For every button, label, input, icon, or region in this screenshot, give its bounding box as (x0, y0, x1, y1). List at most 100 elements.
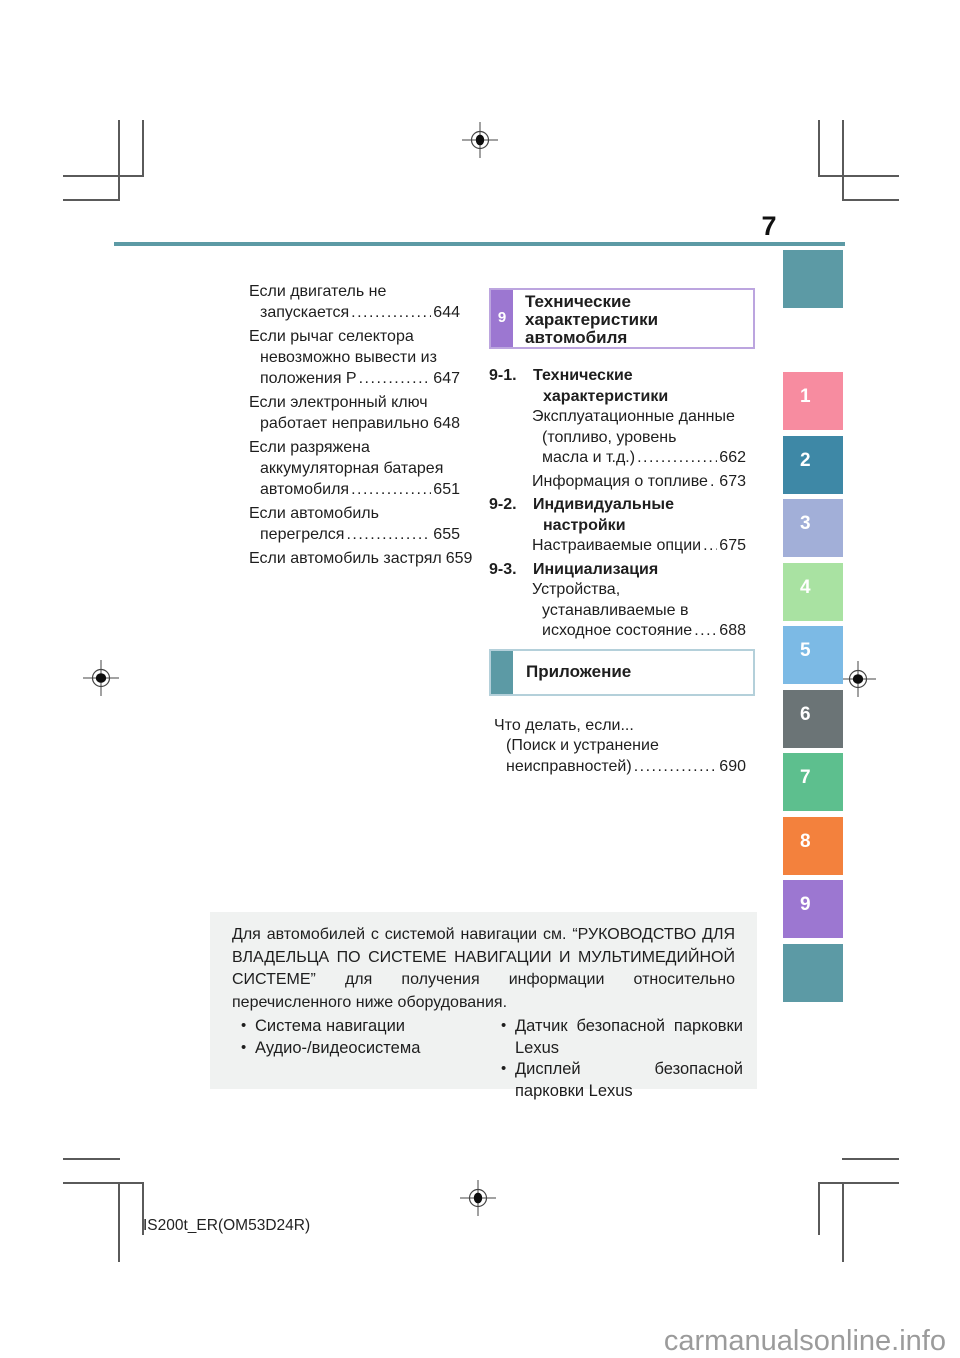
appendix-tab (491, 650, 513, 694)
section-items: Настраиваемые опции.....................… (532, 536, 746, 557)
toc-line: (Поиск и устранение (506, 737, 659, 754)
notice-bullet-line: Датчик безопасной парковки (515, 1017, 743, 1035)
page-reference: 648 (433, 415, 460, 432)
toc-right-column: 9 Технические характеристики автомобиля 9-… (489, 288, 755, 780)
toc-entry: Если двигатель не запускается............… (249, 281, 460, 323)
section-title: Инициализация (533, 560, 658, 581)
notice-bullet-line: Аудио-/видеосистема (255, 1038, 421, 1057)
notice-bullet-columns: Система навигации Аудио-/видеосистема Дат… (232, 1016, 743, 1102)
toc-entry-text: работает неправильно (260, 415, 429, 432)
toc-line: (топливо, уровень (542, 428, 677, 446)
notice-paragraph-line: СИСТЕМЕ” для получения информации относи… (232, 971, 735, 988)
crop-mark (118, 1182, 120, 1262)
crop-mark (142, 120, 144, 177)
toc-line: Если разряжена (249, 439, 370, 456)
chapter-title-line: Технические (525, 292, 631, 311)
page-reference: 651 (433, 481, 460, 498)
toc-line: аккумуляторная батарея (260, 460, 444, 477)
section-number: 9-3. (489, 560, 517, 578)
chapter-tab-9: 9 (783, 880, 843, 938)
section-title-line: настройки (543, 516, 626, 534)
section-title: Технические характеристики (533, 366, 668, 407)
toc-line: масла и т.д.)...........................… (532, 448, 746, 469)
crop-mark (63, 1182, 144, 1184)
toc-entry: Если автомобиль застрял.................… (249, 548, 472, 569)
toc-entry: Если электронный ключ работает неправильн… (249, 392, 460, 434)
toc-line: запускается.............................… (249, 302, 460, 323)
header-rule (114, 242, 845, 246)
toc-line: исходное состояние......................… (532, 621, 746, 642)
navigation-notice-box: Для автомобилей с системой навигации см.… (210, 912, 757, 1100)
chapter-tab-label: 6 (800, 704, 811, 725)
crop-mark (118, 120, 120, 201)
section-title: Индивидуальные настройки (533, 495, 674, 536)
toc-entry-text: неисправностей) (506, 757, 632, 775)
appendix-title: Приложение (526, 661, 632, 681)
document-code: IS200t_ER(OM53D24R) (143, 1217, 311, 1234)
watermark: carmanualsonline.info (663, 1325, 946, 1357)
crop-mark (63, 199, 120, 201)
toc-entry-text: исходное состояние (542, 622, 693, 639)
toc-line: работает неправильно....................… (249, 413, 460, 434)
section-heading: 9-3. Инициализация (489, 560, 755, 581)
section-title-line: характеристики (543, 387, 669, 405)
toc-line: Если автомобиль (249, 505, 379, 522)
registration-mark-icon (462, 122, 498, 158)
section-title-line: Технические (533, 367, 633, 384)
notice-bullet-item: Система навигации (240, 1016, 492, 1038)
toc-entry-text: перегрелся (260, 526, 345, 543)
registration-mark-icon (460, 1180, 496, 1216)
chapter-tab-label: 8 (800, 831, 811, 852)
chapter-9-header-box: 9 Технические характеристики автомобиля (489, 288, 755, 349)
toc-line: невозможно вывести из (260, 349, 437, 366)
page-reference: 673 (719, 472, 746, 490)
chapter-tab-label: 1 (800, 386, 811, 407)
section-title-line: Индивидуальные (533, 496, 674, 513)
appendix-header-box: Приложение (489, 648, 755, 696)
notice-paragraph: Для автомобилей с системой навигации см.… (232, 924, 735, 1014)
toc-line: Если электронный ключ (249, 394, 428, 411)
toc-entry-text: автомобиля (260, 481, 350, 498)
toc-entry-text: запускается (260, 304, 350, 321)
toc-line: устанавливаемые в (542, 601, 689, 619)
toc-entry: Если автомобиль перегрелся...............… (249, 503, 460, 545)
section-items: Эксплуатационные данные (топливо, уровень… (532, 407, 746, 492)
notice-bullet-item: Аудио-/видеосистема (240, 1038, 492, 1060)
crop-mark (63, 1158, 120, 1160)
page-reference: 659 (445, 550, 473, 567)
chapter-tab-label: 4 (800, 577, 811, 598)
chapter-tab-label: 2 (800, 450, 811, 471)
page-reference: 690 (719, 757, 746, 775)
toc-line: положения P.............................… (249, 368, 460, 389)
toc-entry: Если рычаг селектора невозможно вывести и… (249, 326, 460, 389)
dot-leader: ........................................… (351, 304, 431, 321)
chapter-tab-4: 4 (783, 563, 843, 621)
notice-bullet-item: Дисплей безопасной парковки Lexus (500, 1059, 743, 1102)
dot-leader: ........................................… (346, 526, 431, 543)
dot-leader: ........................................… (431, 413, 432, 434)
dot-leader: ........................................… (694, 622, 717, 639)
notice-bullet-item: Датчик безопасной парковки Lexus (500, 1016, 743, 1059)
toc-entry-text: Если автомобиль застрял (249, 550, 442, 567)
toc-entry-text: положения P (260, 370, 357, 387)
dot-leader: ........................................… (637, 449, 717, 466)
chapter-tab-strip: 1 2 3 4 5 6 7 8 9 (783, 0, 843, 1010)
section-items: Устройства, устанавливаемые в исходное сос… (532, 580, 746, 642)
page-reference: 655 (433, 526, 460, 543)
chapter-tab-label: 5 (800, 640, 811, 661)
section-heading: 9-2. Индивидуальные настройки (489, 495, 755, 536)
chapter-tab-8: 8 (783, 817, 843, 875)
toc-line: Если рычаг селектора (249, 328, 414, 345)
toc-left-column: Если двигатель не запускается............… (249, 281, 472, 572)
toc-entry: Если разряжена аккумуляторная батарея авто… (249, 437, 460, 500)
notice-bullets-right: Датчик безопасной парковки Lexus Дисплей б… (492, 1016, 743, 1102)
chapter-tab-label: 3 (800, 513, 811, 534)
toc-entry-text: Информация о топливе (532, 472, 708, 490)
toc-entry-text: Настраиваемые опции (532, 537, 702, 554)
page-reference: 647 (433, 370, 460, 387)
chapter-tab-6: 6 (783, 690, 843, 748)
chapter-tab-1: 1 (783, 372, 843, 430)
chapter-tab-blank (783, 250, 843, 308)
notice-bullet-line: Система навигации (255, 1017, 406, 1035)
chapter-sections: 9-1. Технические характеристики Эксплуатаци… (489, 366, 755, 642)
